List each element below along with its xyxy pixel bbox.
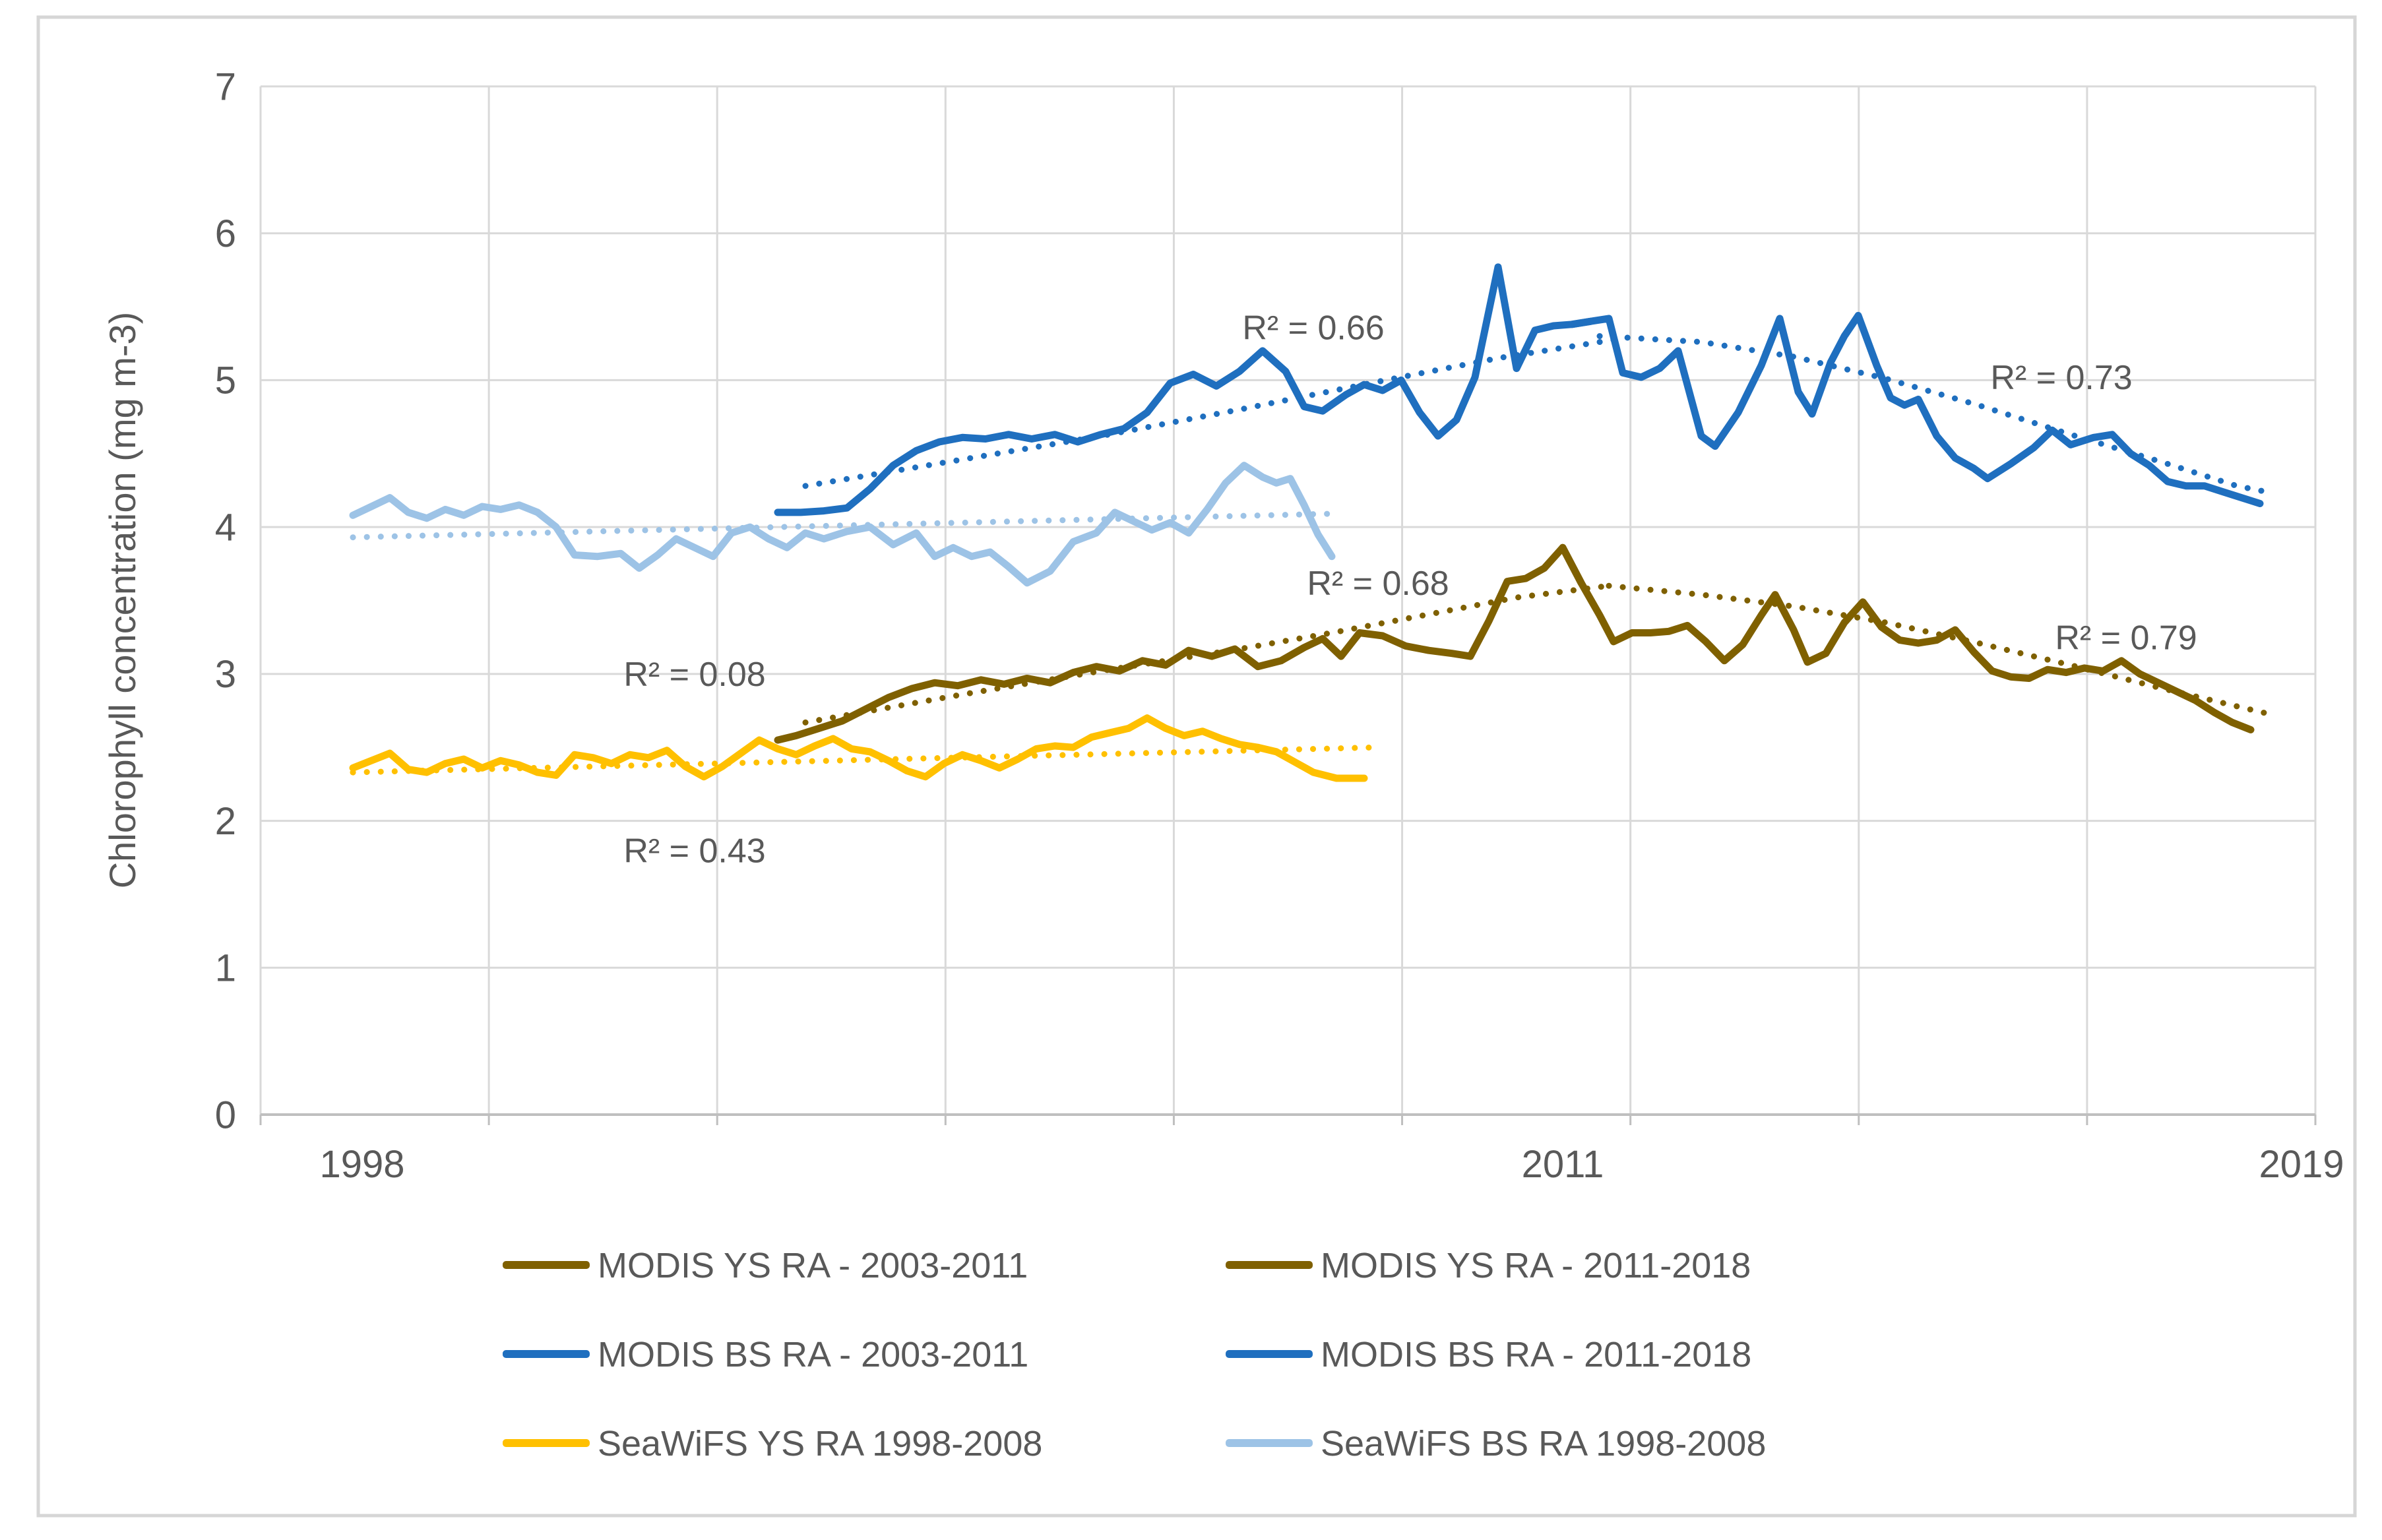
trendline-trend-seawifs-bs: [350, 510, 1331, 541]
x-tick-label: 2019: [2259, 1143, 2344, 1186]
figure-border: [36, 15, 2357, 1518]
trendlines: [350, 333, 2277, 776]
series-line-modis-ys-2011-2018: [1559, 543, 2255, 733]
r2-annotations: R² = 0.08 R² = 0.43 R² = 0.66 R² = 0.68 R² =…: [623, 309, 2197, 870]
y-tick-label: 3: [215, 653, 236, 696]
r2-label: R² = 0.66: [1242, 309, 1384, 347]
r2-label: R² = 0.08: [623, 656, 765, 694]
legend-swatch: [1226, 1350, 1313, 1358]
y-tick-labels: 0 1 2 3 4 5 6 7: [215, 65, 236, 1136]
y-tick-label: 0: [215, 1093, 236, 1136]
x-tick-label: 1998: [319, 1143, 404, 1186]
trendline-trend-modis-ys-1: [802, 582, 1612, 725]
legend-label: SeaWiFS BS RA 1998-2008: [1321, 1424, 1766, 1463]
y-tick-label: 2: [215, 800, 236, 843]
r2-label: R² = 0.73: [1990, 359, 2132, 397]
r2-label: R² = 0.79: [2055, 619, 2197, 657]
legend-swatch: [1226, 1439, 1313, 1447]
x-tick-labels: 1998 2011 2019: [319, 1143, 2344, 1186]
legend-label: MODIS BS RA - 2011-2018: [1321, 1335, 1751, 1374]
trendline-trend-modis-ys-2: [1606, 582, 2277, 718]
series-line-modis-bs-2011-2018: [1568, 311, 2264, 507]
series-line-seawifs-ys-1998-2008: [349, 714, 1368, 782]
legend-label: MODIS YS RA - 2003-2011: [598, 1246, 1028, 1285]
legend-label: MODIS BS RA - 2003-2011: [598, 1335, 1028, 1374]
series-lines: [349, 263, 2264, 782]
r2-label: R² = 0.43: [623, 832, 765, 870]
legend-label: MODIS YS RA - 2011-2018: [1321, 1246, 1751, 1285]
legend-swatch: [503, 1350, 590, 1358]
r2-label: R² = 0.68: [1307, 565, 1449, 603]
legend-label: SeaWiFS YS RA 1998-2008: [598, 1424, 1042, 1463]
y-tick-label: 1: [215, 947, 236, 990]
legend-swatch: [503, 1439, 590, 1447]
y-axis-title: Chlorophyll concentration (mg m-3): [102, 312, 143, 889]
series-line-modis-ys-2003-2011: [774, 543, 1585, 744]
axes: [259, 1113, 2317, 1125]
gridlines: [259, 85, 2317, 1115]
y-tick-label: 5: [215, 359, 236, 402]
series-line-seawifs-bs-1998-2008: [349, 462, 1336, 587]
trendline-trend-seawifs-ys: [350, 744, 1381, 776]
legend-swatch: [1226, 1261, 1313, 1269]
y-tick-label: 6: [215, 212, 236, 255]
x-tick-label: 2011: [1522, 1143, 1604, 1186]
y-tick-label: 4: [215, 506, 236, 549]
legend: MODIS YS RA - 2003-2011 MODIS YS RA - 201…: [503, 1246, 1766, 1463]
series-line-modis-bs-2003-2011: [774, 263, 1594, 516]
legend-swatch: [503, 1261, 590, 1269]
y-tick-label: 7: [215, 65, 236, 108]
